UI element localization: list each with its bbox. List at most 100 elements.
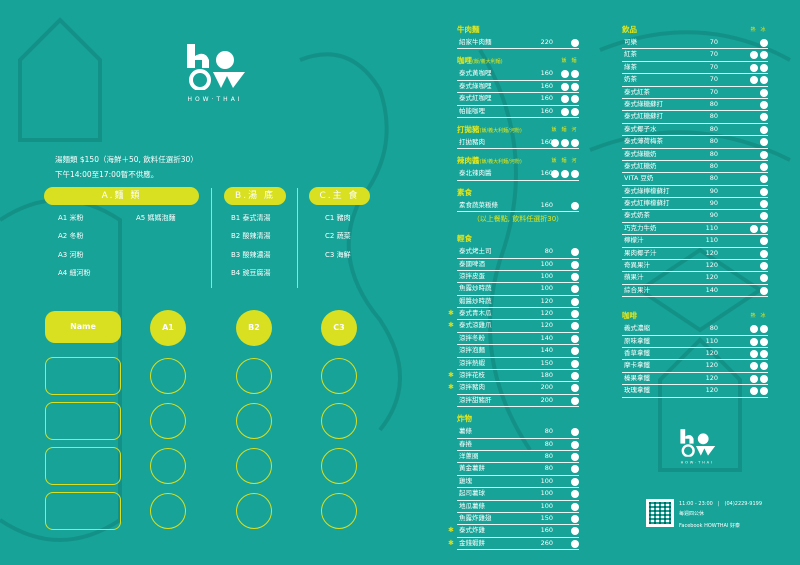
option-checkbox[interactable]: [760, 88, 768, 97]
menu-item[interactable]: 果肉椰子汁 120: [622, 248, 768, 261]
option-checkbox[interactable]: [571, 138, 579, 147]
menu-item[interactable]: 奇異果汁 120: [622, 260, 768, 273]
menu-item[interactable]: 泰式椰子水 80: [622, 124, 768, 137]
option-checkbox[interactable]: [760, 39, 768, 47]
menu-item[interactable]: 蘋果汁 120: [622, 272, 768, 285]
option-checkbox[interactable]: [760, 374, 768, 383]
option-checkbox[interactable]: [571, 170, 579, 179]
menu-item[interactable]: 泰式綠糖蘇打 80: [622, 99, 768, 112]
option-checkbox[interactable]: [760, 337, 768, 346]
option-checkbox[interactable]: [750, 325, 758, 334]
option-checkbox[interactable]: [760, 51, 768, 60]
name-input-box[interactable]: [45, 402, 121, 440]
option-checkbox[interactable]: [571, 490, 579, 499]
menu-item[interactable]: 泰國啤酒 100: [457, 259, 579, 271]
option-checkbox[interactable]: [571, 248, 579, 257]
option-checkbox[interactable]: [760, 113, 768, 122]
choice-circle[interactable]: [150, 358, 186, 394]
choice-circle[interactable]: [321, 493, 357, 529]
option-checkbox[interactable]: [571, 95, 579, 104]
menu-item[interactable]: 檸檬汁 110: [622, 235, 768, 248]
menu-item[interactable]: ✱ 泰式青木瓜 120: [448, 308, 579, 321]
option-checkbox[interactable]: [571, 272, 579, 281]
option-a1[interactable]: A1 米粉: [58, 214, 84, 222]
option-checkbox[interactable]: [571, 428, 579, 437]
option-checkbox[interactable]: [571, 440, 579, 449]
choice-circle[interactable]: [150, 493, 186, 529]
menu-item[interactable]: ✱ 涼拌花枝 180: [448, 370, 579, 383]
option-checkbox[interactable]: [760, 63, 768, 72]
name-input-box[interactable]: [45, 357, 121, 395]
option-b2[interactable]: B2 酸辣清湯: [231, 232, 271, 240]
choice-circle[interactable]: [236, 493, 272, 529]
menu-item[interactable]: 涼拌皮蛋 100: [457, 271, 579, 284]
option-a5[interactable]: A5 媽媽泡麵: [136, 214, 176, 222]
menu-item[interactable]: 魚露炸雞翅 150: [457, 513, 579, 526]
option-checkbox[interactable]: [571, 539, 579, 548]
option-checkbox[interactable]: [571, 452, 579, 461]
menu-item[interactable]: 泰式奶茶 90: [622, 210, 768, 223]
menu-item[interactable]: 綠茶 70: [622, 62, 768, 75]
option-checkbox[interactable]: [571, 322, 579, 331]
option-checkbox[interactable]: [571, 477, 579, 486]
menu-item[interactable]: 帕能咖哩 160: [457, 106, 579, 118]
menu-item[interactable]: 涼拌甜豬肝 200: [457, 395, 579, 408]
menu-item[interactable]: 涼拌冬粉 140: [457, 333, 579, 346]
choice-circle[interactable]: [150, 448, 186, 484]
menu-item[interactable]: 春捲 80: [457, 439, 579, 451]
option-checkbox[interactable]: [551, 138, 559, 147]
qr-code[interactable]: [646, 499, 674, 527]
option-checkbox[interactable]: [760, 150, 768, 159]
option-checkbox[interactable]: [561, 82, 569, 91]
option-checkbox[interactable]: [760, 162, 768, 171]
choice-circle[interactable]: [236, 358, 272, 394]
option-checkbox[interactable]: [571, 70, 579, 79]
option-checkbox[interactable]: [571, 502, 579, 511]
option-checkbox[interactable]: [760, 274, 768, 283]
menu-item[interactable]: 紹家牛肉麵 220: [457, 37, 579, 50]
option-a4[interactable]: A4 細河粉: [58, 269, 91, 277]
choice-circle[interactable]: [236, 448, 272, 484]
option-checkbox[interactable]: [571, 372, 579, 381]
menu-item[interactable]: 泰式紅糖奶 80: [622, 161, 768, 174]
option-c1[interactable]: C1 豬肉: [325, 214, 351, 222]
menu-item[interactable]: 泰式紅檸檬蘇打 90: [622, 198, 768, 211]
option-checkbox[interactable]: [760, 76, 768, 85]
menu-item[interactable]: VITA 豆奶 80: [622, 173, 768, 186]
option-checkbox[interactable]: [571, 39, 579, 47]
option-checkbox[interactable]: [760, 262, 768, 271]
menu-item[interactable]: 泰式薄荷梅茶 80: [622, 136, 768, 149]
menu-item[interactable]: 涼拌熱蝦 150: [457, 358, 579, 371]
option-checkbox[interactable]: [750, 362, 758, 371]
option-b3[interactable]: B3 酸辣濃湯: [231, 251, 271, 259]
menu-item[interactable]: 榛果拿鐵 120: [622, 373, 768, 386]
menu-item[interactable]: 原味拿鐵 110: [622, 336, 768, 348]
option-a3[interactable]: A3 河粉: [58, 251, 84, 259]
choice-circle[interactable]: [321, 448, 357, 484]
option-checkbox[interactable]: [760, 349, 768, 358]
option-checkbox[interactable]: [760, 125, 768, 134]
option-checkbox[interactable]: [571, 260, 579, 269]
menu-item[interactable]: 泰式綠檸檬蘇打 90: [622, 186, 768, 199]
option-checkbox[interactable]: [750, 63, 758, 72]
option-checkbox[interactable]: [561, 95, 569, 104]
option-checkbox[interactable]: [760, 138, 768, 147]
menu-item[interactable]: 泰式黃咖哩 160: [457, 68, 579, 81]
choice-circle[interactable]: [150, 403, 186, 439]
menu-item[interactable]: 綜合果汁 140: [622, 285, 768, 298]
option-b4[interactable]: B4 豌豆腐湯: [231, 269, 271, 277]
option-checkbox[interactable]: [750, 374, 758, 383]
option-checkbox[interactable]: [760, 325, 768, 334]
menu-item[interactable]: 打拋豬肉 160: [457, 137, 579, 150]
option-checkbox[interactable]: [760, 200, 768, 209]
menu-item[interactable]: ✱ 涼拌豬肉 200: [448, 382, 579, 395]
option-checkbox[interactable]: [750, 337, 758, 346]
menu-item[interactable]: 泰式綠糖奶 80: [622, 149, 768, 161]
menu-item[interactable]: 泰式紅糖蘇打 80: [622, 111, 768, 124]
option-checkbox[interactable]: [571, 82, 579, 91]
menu-item[interactable]: 泰式紅茶 70: [622, 87, 768, 99]
option-checkbox[interactable]: [750, 224, 758, 233]
menu-item[interactable]: 玫瑰拿鐵 120: [622, 385, 768, 398]
menu-item[interactable]: ✱ 泰式炸雞 160: [448, 525, 579, 538]
menu-item[interactable]: 泰北辣肉醬 160: [457, 168, 579, 181]
